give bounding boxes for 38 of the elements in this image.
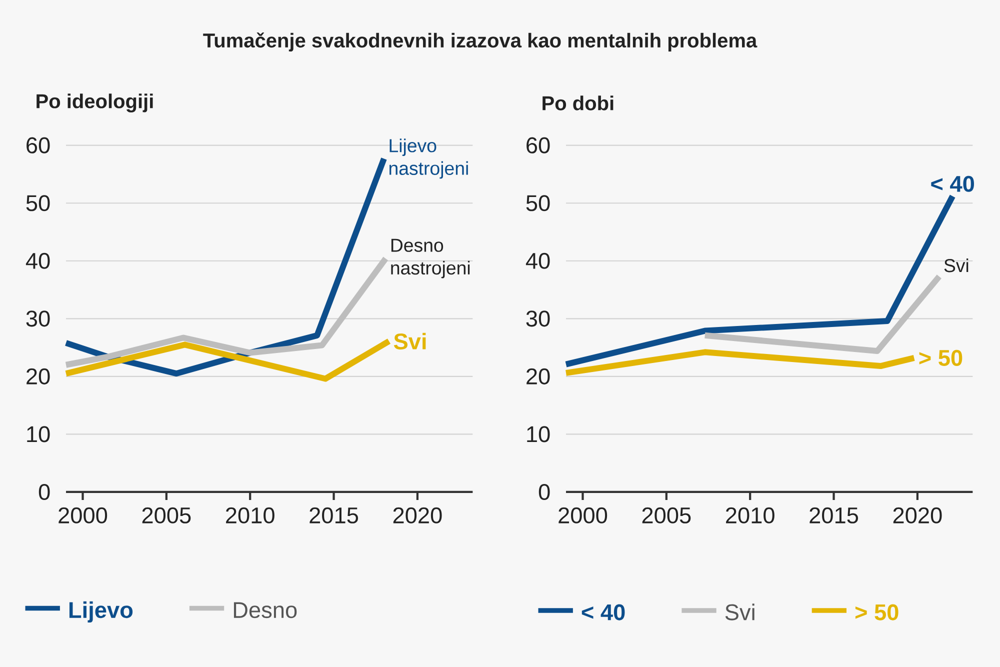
annotation: Lijevo nastrojeni (389, 138, 468, 179)
x-tick-label: 2010 (726, 507, 774, 524)
x-tick-label: 2015 (810, 507, 858, 524)
y-tick-label: 20 (526, 368, 550, 384)
y-tick-label: 30 (526, 310, 550, 327)
y-tick-label: 60 (526, 137, 550, 154)
legend-label: Lijevo (69, 601, 133, 623)
x-tick-label: 2020 (393, 507, 442, 524)
y-tick-label: 10 (27, 426, 50, 442)
x-tick-label: 2015 (310, 507, 358, 524)
y-tick-label: 60 (26, 137, 50, 154)
chart-subtitle: Po ideologiji (36, 94, 153, 112)
x-tick-label: 2010 (226, 507, 274, 524)
legend-label: Svi (725, 604, 754, 620)
chart-subtitle: Po dobi (542, 96, 614, 110)
x-tick-label: 2005 (142, 507, 191, 524)
legend-label: > 50 (855, 604, 898, 620)
y-tick-label: 0 (538, 484, 550, 500)
chart-title: Tumačenje svakodnevnih izazova kao mentalnih problema (203, 32, 758, 52)
x-tick-label: 2005 (642, 507, 691, 524)
x-tick-label: 2020 (893, 507, 942, 524)
legend-label: Desno (234, 602, 297, 618)
y-tick-label: 50 (526, 195, 550, 212)
y-tick-label: 40 (26, 252, 50, 269)
annotation: Svi (394, 332, 426, 350)
annotation: Desno nastrojeni (391, 238, 470, 278)
legend-label: < 40 (582, 604, 625, 620)
annotation: > 50 (919, 350, 962, 366)
y-tick-label: 40 (526, 252, 550, 269)
x-tick-label: 2000 (558, 507, 608, 524)
y-tick-label: 0 (38, 484, 50, 500)
y-tick-label: 10 (527, 426, 550, 442)
annotation: Svi (944, 258, 968, 272)
x-tick-label: 2000 (58, 507, 108, 524)
annotation: < 40 (931, 176, 974, 192)
y-tick-label: 50 (26, 195, 50, 212)
y-tick-label: 20 (26, 368, 50, 384)
y-tick-label: 30 (26, 310, 50, 327)
